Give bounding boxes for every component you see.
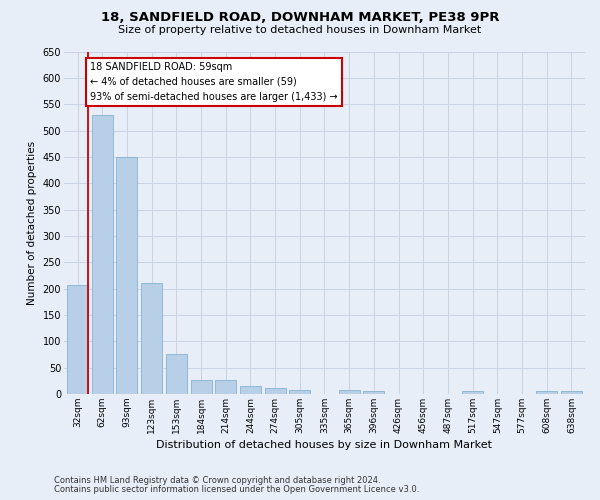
X-axis label: Distribution of detached houses by size in Downham Market: Distribution of detached houses by size …	[157, 440, 493, 450]
Bar	[191, 380, 212, 394]
Text: Size of property relative to detached houses in Downham Market: Size of property relative to detached ho…	[118, 25, 482, 35]
Bar	[141, 284, 162, 394]
Text: Contains public sector information licensed under the Open Government Licence v3: Contains public sector information licen…	[54, 485, 419, 494]
Bar	[240, 386, 261, 394]
Bar	[265, 388, 286, 394]
Bar	[166, 354, 187, 394]
Text: 18, SANDFIELD ROAD, DOWNHAM MARKET, PE38 9PR: 18, SANDFIELD ROAD, DOWNHAM MARKET, PE38…	[101, 11, 499, 24]
Text: Contains HM Land Registry data © Crown copyright and database right 2024.: Contains HM Land Registry data © Crown c…	[54, 476, 380, 485]
Bar	[289, 390, 310, 394]
Text: 18 SANDFIELD ROAD: 59sqm
← 4% of detached houses are smaller (59)
93% of semi-de: 18 SANDFIELD ROAD: 59sqm ← 4% of detache…	[91, 62, 338, 102]
Bar	[215, 380, 236, 394]
Bar	[92, 114, 113, 394]
Y-axis label: Number of detached properties: Number of detached properties	[27, 140, 37, 305]
Bar	[536, 392, 557, 394]
Bar	[462, 392, 483, 394]
Bar	[364, 392, 385, 394]
Bar	[561, 392, 582, 394]
Bar	[67, 285, 88, 394]
Bar	[338, 390, 359, 394]
Bar	[116, 157, 137, 394]
